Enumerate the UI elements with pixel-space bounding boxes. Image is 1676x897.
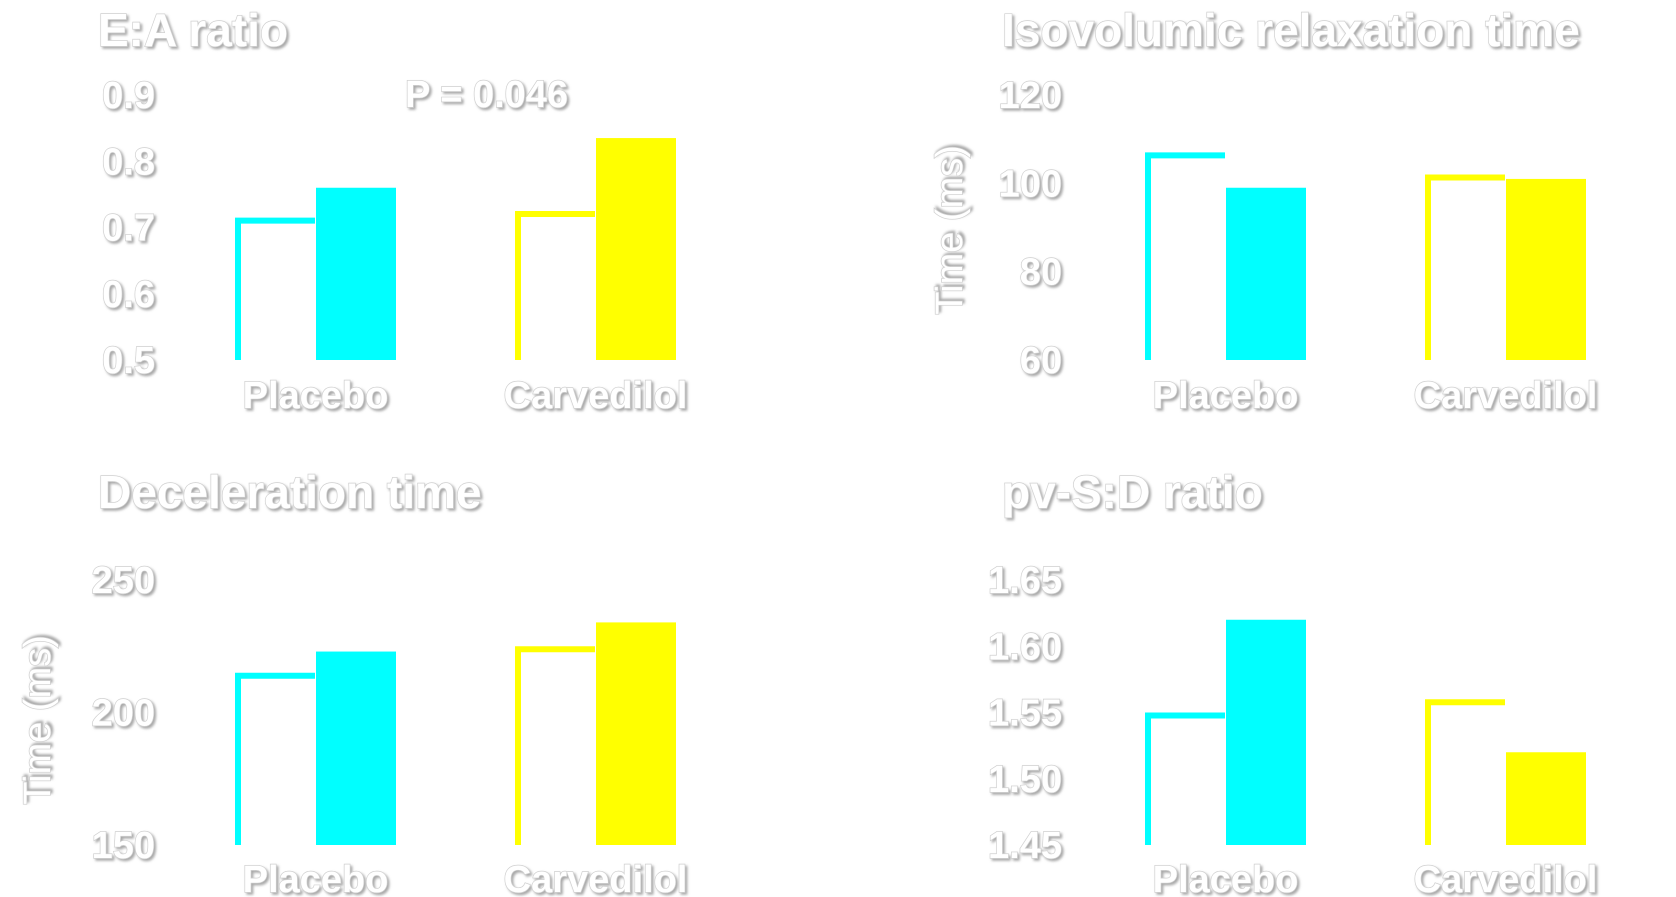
panel-3-title: Deceleration time [98, 466, 481, 518]
panel-2-title: Isovolumic relaxation time [1002, 4, 1580, 56]
bar-placebo-followup [1226, 187, 1306, 360]
bar-carvedilol-baseline [515, 210, 595, 360]
panel-2-y-tick-label: 120 [999, 75, 1062, 117]
panel-1-p-value-annotation: P = 0.046 [405, 74, 568, 116]
panel-3-category-label: Carvedilol [504, 859, 688, 897]
bar-carvedilol-followup [596, 138, 676, 360]
panel-2-y-tick-label: 80 [1020, 252, 1062, 294]
panel-4-y-tick-label: 1.50 [988, 759, 1062, 801]
panel-4-y-tick-label: 1.60 [988, 626, 1062, 668]
bar-carvedilol-baseline [1425, 699, 1505, 845]
bar-carvedilol-baseline [515, 646, 595, 845]
panel-isovolumic-relaxation-time: Isovolumic relaxation time Time (ms) [928, 3, 1580, 315]
bar-carvedilol-followup [596, 622, 676, 845]
panel-4-category-label: Placebo [1153, 859, 1299, 897]
panel-1-y-tick-label: 0.9 [102, 75, 155, 117]
panel-4-y-tick-label: 1.45 [988, 825, 1062, 867]
panel-2-y-axis-label: Time (ms) [929, 145, 971, 315]
bar-placebo-followup [316, 651, 396, 845]
panel-4-category-label: Carvedilol [1414, 859, 1598, 897]
panel-1-y-tick-label: 0.7 [102, 208, 155, 250]
panel-4-y-tick-label: 1.65 [988, 560, 1062, 602]
panel-3-y-axis-label: Time (ms) [17, 635, 59, 805]
bar-carvedilol-followup [1506, 752, 1586, 845]
panel-2-category-label: Placebo [1153, 375, 1299, 417]
panel-1-category-label: Carvedilol [504, 375, 688, 417]
panel-3-category-label: Placebo [243, 859, 389, 897]
bar-placebo-baseline [1145, 712, 1225, 845]
panel-deceleration-time: Deceleration time Time (ms) [16, 465, 482, 805]
panel-pv-sd-ratio: pv-S:D ratio [1001, 465, 1263, 518]
panel-2-y-tick-label: 100 [999, 163, 1062, 205]
panel-2-category-label: Carvedilol [1414, 375, 1598, 417]
panel-3-y-tick-label: 200 [92, 693, 155, 735]
bar-carvedilol-baseline [1425, 174, 1505, 360]
bar-carvedilol-followup [1506, 178, 1586, 360]
panel-1-category-label: Placebo [243, 375, 389, 417]
panel-4-title: pv-S:D ratio [1002, 466, 1263, 518]
panel-2-y-tick-label: 60 [1020, 340, 1062, 382]
panel-1-title: E:A ratio [98, 4, 288, 56]
bar-placebo-baseline [235, 217, 315, 360]
bar-placebo-followup [316, 187, 396, 360]
chart-marks: 0.5 0.6 0.7 0.8 0.9 Placebo Carvedilol 60 80 100 1… [91, 74, 1598, 897]
panel-3-y-tick-label: 150 [92, 825, 155, 867]
panel-1-y-tick-label: 0.5 [102, 340, 155, 382]
panel-4-y-tick-label: 1.55 [988, 693, 1062, 735]
bar-placebo-baseline [1145, 152, 1225, 360]
panel-1-y-tick-label: 0.6 [102, 274, 155, 316]
panel-ea-ratio: E:A ratio P = 0.046 [97, 3, 568, 116]
panel-1-y-tick-label: 0.8 [102, 141, 155, 183]
panel-3-y-tick-label: 250 [92, 560, 155, 602]
bar-placebo-followup [1226, 619, 1306, 845]
bar-placebo-baseline [235, 672, 315, 845]
